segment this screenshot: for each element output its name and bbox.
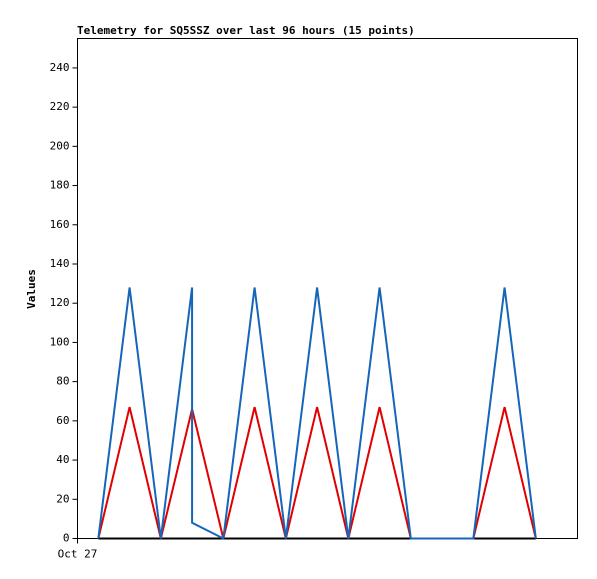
y-tick-label: 20 — [56, 492, 69, 505]
y-tick-label: 80 — [56, 375, 69, 388]
chart-title: Telemetry for SQ5SSZ over last 96 hours … — [77, 24, 415, 37]
y-tick-label: 100 — [50, 335, 70, 348]
series-line — [97, 287, 537, 541]
x-tick-label: Oct 27 — [58, 548, 98, 561]
y-tick-label: 60 — [56, 414, 69, 427]
y-tick-label: 140 — [50, 257, 70, 270]
y-axis-label: Values — [25, 269, 38, 309]
y-tick-label: 40 — [56, 453, 69, 466]
y-tick-label: 180 — [50, 179, 70, 192]
y-tick-label: 0 — [63, 532, 70, 545]
y-tick-label: 240 — [50, 61, 70, 74]
y-tick-label: 160 — [50, 218, 70, 231]
y-tick-label: 200 — [50, 139, 70, 152]
y-tick-label: 120 — [50, 296, 70, 309]
y-tick-label: 220 — [50, 100, 70, 113]
